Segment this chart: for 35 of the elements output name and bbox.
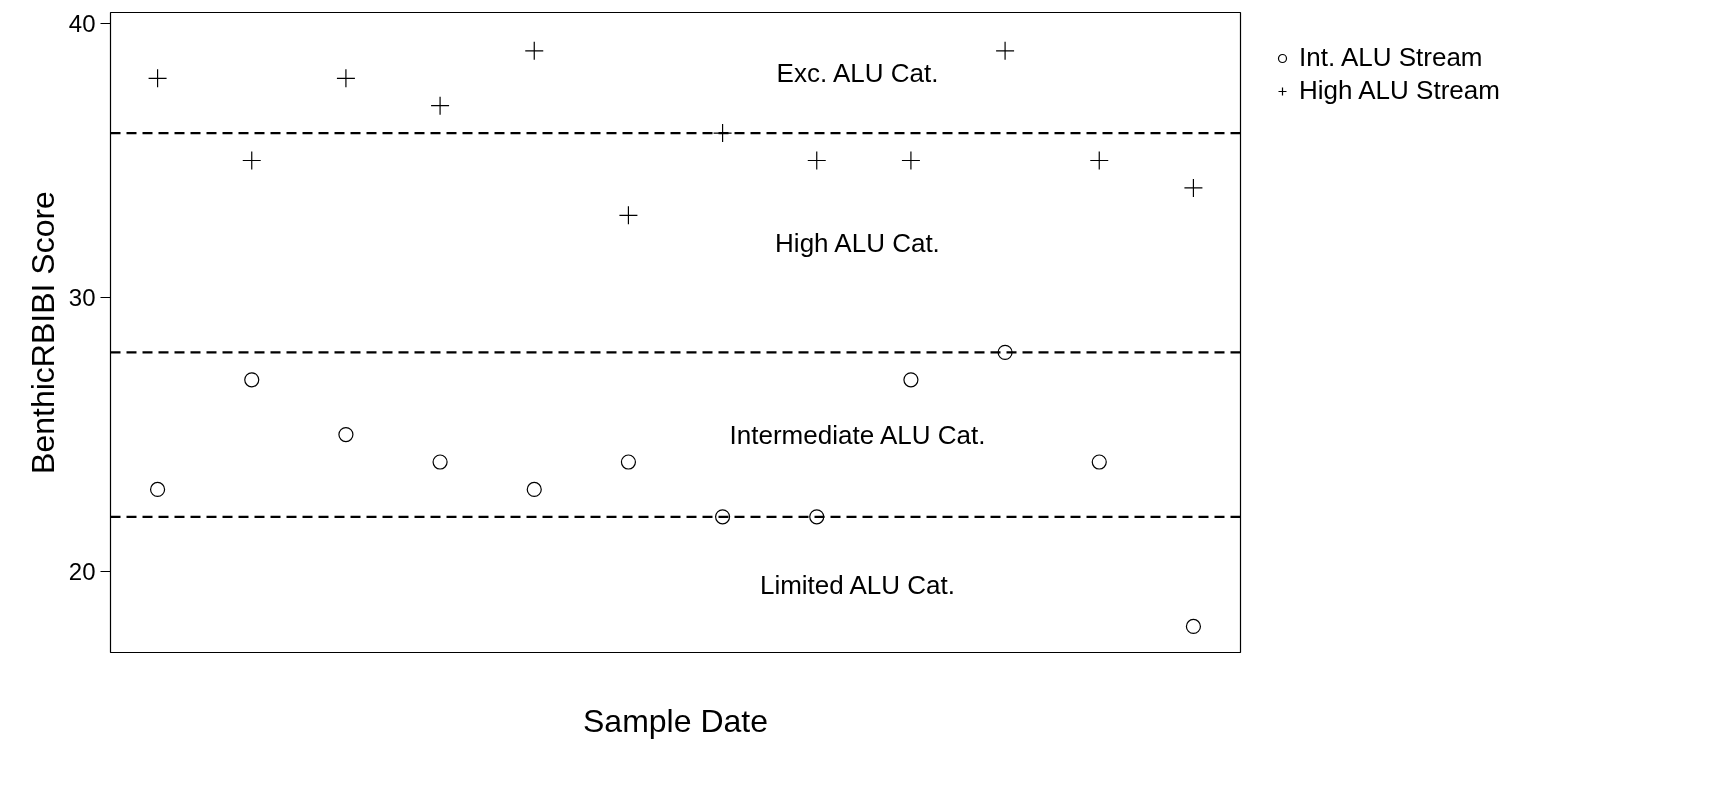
y-tick-label: 40 [68, 9, 96, 37]
point [244, 372, 260, 388]
point [430, 96, 450, 116]
annotation: Exc. ALU Cat. [776, 57, 939, 88]
y-tick-label: 30 [68, 284, 96, 312]
point [807, 150, 827, 171]
point [336, 68, 356, 88]
y-axis-title: BenthicRBIBI Score [24, 191, 61, 474]
point [147, 68, 168, 88]
point [526, 481, 542, 497]
legend-label: Int. ALU Stream [1299, 42, 1483, 73]
point [714, 509, 731, 525]
point [997, 344, 1013, 360]
annotation: Intermediate ALU Cat. [729, 419, 986, 450]
point [618, 205, 639, 225]
y-tick-label: 20 [68, 558, 96, 586]
point [620, 454, 637, 470]
annotation: Limited ALU Cat. [759, 569, 956, 600]
point [995, 41, 1015, 61]
point [1183, 178, 1204, 198]
point [1091, 454, 1107, 470]
point [432, 454, 448, 470]
point [242, 150, 262, 171]
point [712, 123, 733, 143]
point [901, 150, 921, 171]
point [1185, 618, 1202, 635]
point [524, 41, 544, 61]
annotation: High ALU Cat. [775, 227, 940, 258]
point [338, 427, 354, 443]
legend-label: High ALU Stream [1299, 75, 1500, 106]
point [1089, 150, 1109, 171]
point [903, 372, 919, 388]
point [809, 509, 825, 525]
x-axis-title: Sample Date [583, 702, 768, 739]
point [149, 481, 166, 497]
